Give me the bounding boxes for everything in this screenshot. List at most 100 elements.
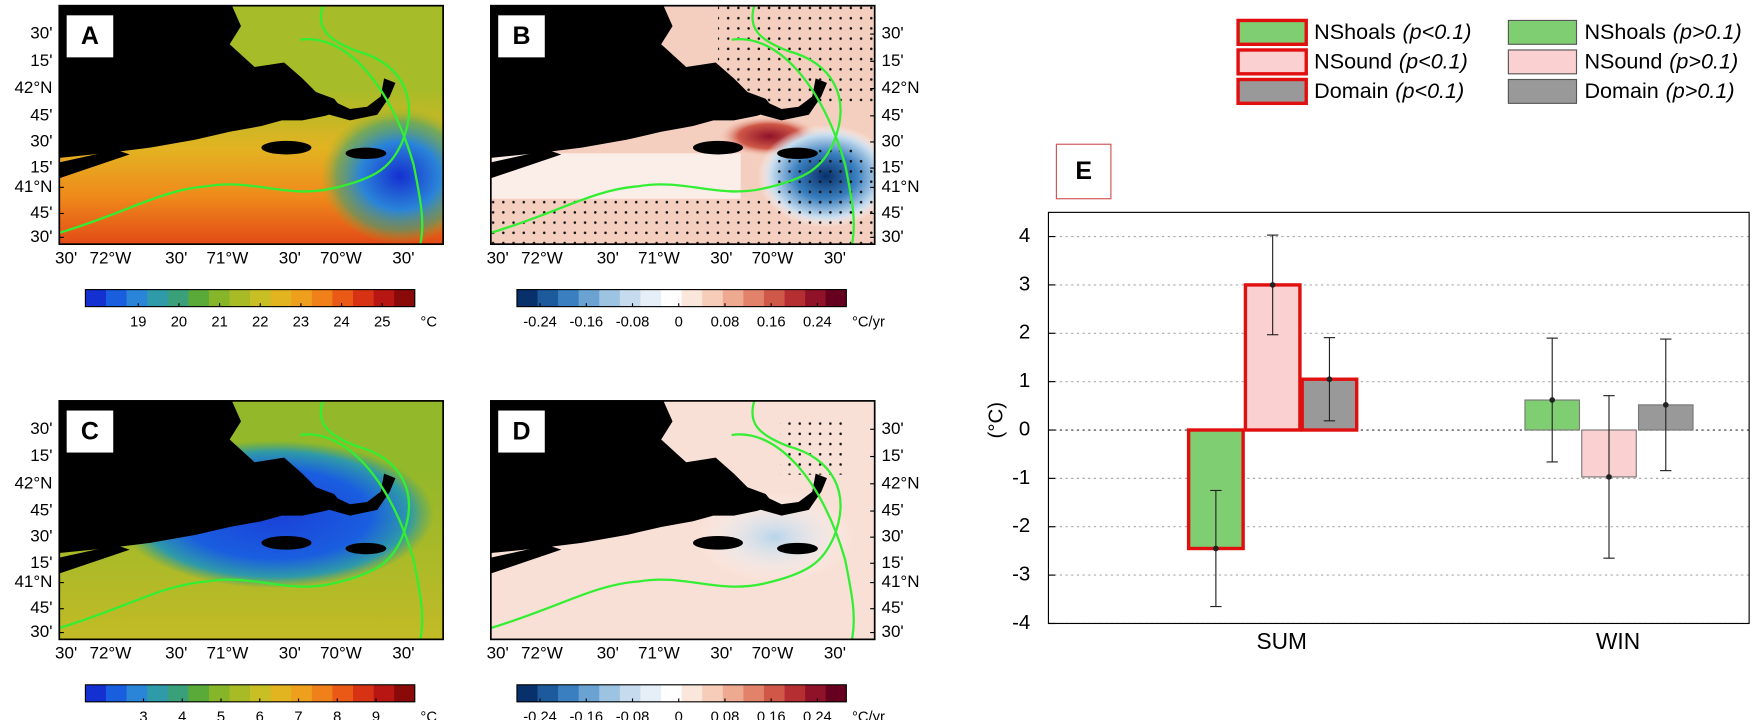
- legend-swatch: [1507, 49, 1578, 75]
- isobath: [59, 400, 411, 630]
- colorbar-cell: [291, 684, 313, 702]
- lat-label: 41°N: [14, 177, 52, 196]
- isobath: [731, 38, 855, 245]
- lon-label: 30': [824, 248, 846, 267]
- lon-label: 30': [487, 248, 509, 267]
- map-panel: B 30'15'42°N45'30'15'41°N45'30'30' 72°W 30'…: [487, 4, 920, 330]
- lon-label: 30': [597, 644, 619, 663]
- colorbar-frame: [84, 684, 416, 703]
- colorbar-tick-label: 20: [171, 314, 187, 330]
- colorbar-cell: [167, 684, 189, 702]
- land: [313, 78, 396, 121]
- colorbar-cell: [722, 289, 744, 307]
- panel-label-box: [497, 14, 546, 59]
- colorbar-cell: [661, 289, 682, 307]
- colorbar-cell: [147, 684, 169, 702]
- lat-label: 45': [882, 105, 904, 124]
- legend-series-name: Domain: [1314, 78, 1388, 103]
- colorbar-tick-label: 0.24: [803, 710, 832, 720]
- plot-frame: [1047, 211, 1750, 625]
- colorbar-cell: [763, 684, 785, 702]
- colorbar-cell: [825, 684, 847, 702]
- lon-label: 72°W: [89, 644, 131, 663]
- lon-label: 72°W: [521, 644, 563, 663]
- panel-label-box: [497, 409, 546, 454]
- colorbar-tick-label: 19: [130, 314, 146, 330]
- colorbar-cell: [558, 289, 580, 307]
- mean-dot: [1549, 397, 1556, 403]
- panel-label: C: [81, 417, 99, 445]
- legend-significance: (p<0.1): [1403, 19, 1472, 44]
- isobath: [59, 5, 411, 234]
- colorbar-cell: [85, 684, 107, 702]
- colorbar-cell: [105, 684, 127, 702]
- isobath: [731, 433, 855, 640]
- lat-label: 45': [882, 203, 904, 222]
- lon-label: 70°W: [752, 644, 794, 663]
- land: [745, 473, 827, 516]
- lat-label: 42°N: [882, 473, 920, 492]
- colorbar-cell: [537, 289, 559, 307]
- mean-dot: [1326, 376, 1333, 383]
- colorbar-tick-label: -0.16: [569, 710, 603, 720]
- lat-label: 15': [882, 158, 904, 177]
- colorbar-cell: [640, 684, 662, 702]
- lat-label: 45': [30, 501, 52, 520]
- lon-label: 30': [392, 644, 414, 663]
- legend-series-name: NSound: [1314, 48, 1392, 73]
- land: [490, 545, 562, 574]
- colorbar-unit: °C/yr: [852, 710, 885, 720]
- colorbar-tick-label: 23: [293, 314, 309, 330]
- colorbar-cell: [229, 684, 251, 702]
- lat-label: 42°N: [14, 473, 52, 492]
- map-area: [490, 400, 875, 640]
- lon-label: 71°W: [638, 644, 680, 663]
- legend-swatch: [1236, 77, 1308, 106]
- map-panel: C30'15'42°N45'30'15'41°N45'30'30' 72°W 30'…: [14, 400, 444, 720]
- panel-label: B: [512, 22, 530, 50]
- island: [261, 140, 312, 155]
- map-panel: A30'15'42°N45'30'15'41°N45'30'30' 72°W 30'…: [14, 4, 444, 330]
- y-tick-label: 0: [1019, 417, 1030, 440]
- colorbar-cell: [702, 684, 724, 702]
- lon-label: 30': [710, 644, 732, 663]
- colorbar-cell: [208, 289, 230, 307]
- x-tick-label: SUM: [1257, 628, 1307, 654]
- colorbar-tick-label: 0.16: [757, 710, 786, 720]
- lat-label: 30': [882, 227, 904, 246]
- colorbar-unit: °C/yr: [852, 314, 885, 330]
- colorbar-cell: [126, 684, 148, 702]
- legend-significance: (p>0.1): [1666, 78, 1735, 103]
- lat-label: 45': [30, 105, 52, 124]
- colorbar-cell: [394, 289, 416, 307]
- lat-label: 42°N: [14, 78, 52, 97]
- map-frame: [58, 4, 444, 246]
- lat-label: 15': [30, 51, 52, 70]
- lon-label: 30': [165, 248, 187, 267]
- island: [777, 542, 818, 555]
- colorbar-tick-label: 21: [211, 314, 227, 330]
- mean-dot: [1269, 282, 1276, 288]
- lat-label: 30': [30, 24, 52, 43]
- colorbar-tick-label: -0.08: [616, 710, 650, 720]
- land: [490, 5, 775, 158]
- colorbar-tick-label: 3: [139, 710, 147, 720]
- colorbar-cell: [784, 289, 806, 307]
- colorbar-cell: [743, 684, 765, 702]
- colorbar-frame: [516, 684, 847, 703]
- colorbar-cell: [763, 289, 785, 307]
- lat-label: 30': [30, 227, 52, 246]
- legend-significance: (p>0.1): [1669, 48, 1738, 73]
- colorbar-cell: [394, 684, 416, 702]
- colorbar-cell: [188, 289, 210, 307]
- land: [59, 545, 130, 574]
- colorbar-cell: [619, 684, 641, 702]
- lat-label: 15': [882, 51, 904, 70]
- map-frame: [489, 4, 876, 246]
- colorbar-cell: [640, 289, 662, 307]
- lat-label: 41°N: [14, 572, 52, 591]
- legend-series-name: NShoals: [1314, 19, 1396, 44]
- colorbar-tick-label: -0.08: [616, 314, 650, 330]
- lon-label: 30': [165, 644, 187, 663]
